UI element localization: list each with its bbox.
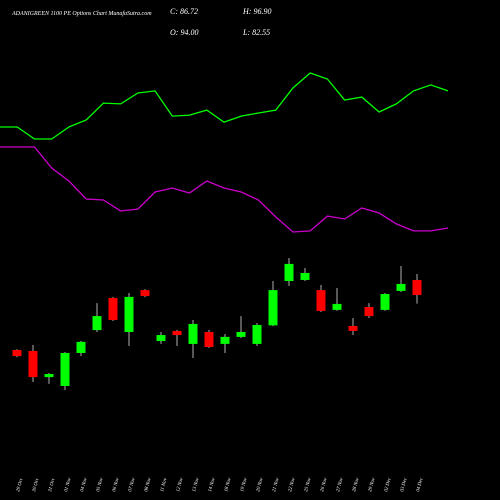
candle-body	[412, 280, 422, 296]
candle-body	[172, 330, 182, 336]
candle-body	[236, 331, 246, 337]
candle-body	[348, 325, 358, 331]
candle-body	[220, 336, 230, 344]
candle-body	[252, 324, 262, 344]
low-label: L: 82.55	[242, 28, 270, 37]
candle-body	[124, 296, 134, 332]
candle-body	[44, 374, 54, 378]
x-tick-label: 27 Nov	[336, 477, 345, 493]
x-tick-label: 25 Nov	[304, 477, 313, 493]
candle-body	[108, 297, 118, 320]
candle-body	[60, 352, 70, 386]
x-tick-label: 01 Nov	[64, 477, 73, 493]
x-tick-label: 07 Nov	[128, 477, 137, 493]
x-tick-label: 18 Nov	[224, 477, 233, 493]
candle-body	[300, 272, 310, 280]
x-tick-label: 31 Oct	[48, 478, 56, 493]
x-tick-label: 20 Nov	[256, 477, 265, 493]
x-tick-label: 14 Nov	[208, 477, 217, 493]
candle-body	[204, 331, 214, 348]
x-tick-label: 28 Nov	[352, 477, 361, 493]
x-tick-label: 29 Oct	[16, 478, 24, 493]
candle-body	[12, 350, 22, 357]
x-tick-label: 04 Dec	[416, 477, 425, 493]
x-tick-label: 13 Nov	[192, 477, 201, 493]
open-label: O: 94.00	[170, 28, 198, 37]
candle-body	[364, 307, 374, 317]
candle-body	[316, 290, 326, 311]
x-tick-label: 26 Nov	[320, 477, 329, 493]
x-tick-label: 06 Nov	[112, 477, 121, 493]
x-tick-label: 29 Nov	[368, 477, 377, 493]
x-tick-label: 04 Nov	[80, 477, 89, 493]
candle-body	[76, 341, 86, 353]
candle-body	[140, 290, 150, 297]
indicator-line	[0, 146, 449, 233]
x-tick-label: 22 Nov	[288, 477, 297, 493]
x-tick-label: 19 Nov	[240, 477, 249, 493]
high-label: H: 96.90	[242, 7, 271, 16]
x-tick-label: 05 Nov	[96, 477, 105, 493]
x-tick-label: 12 Nov	[176, 477, 185, 493]
candle-body	[380, 294, 390, 310]
candle-body	[156, 335, 166, 342]
close-label: C: 86.72	[170, 7, 198, 16]
candle-body	[332, 303, 342, 310]
x-tick-label: 11 Nov	[160, 477, 169, 493]
candle-body	[396, 283, 406, 291]
indicator-line	[0, 72, 449, 140]
x-tick-label: 30 Oct	[32, 478, 40, 493]
candle-body	[28, 350, 38, 378]
x-tick-label: 02 Dec	[384, 477, 393, 493]
candle-body	[284, 263, 294, 282]
candle-body	[92, 316, 102, 331]
x-tick-label: 08 Nov	[144, 477, 153, 493]
chart-title: ADANIGREEN 1100 PE Options Chart MunafaS…	[11, 10, 152, 17]
candle-body	[268, 290, 278, 326]
x-tick-label: 03 Dec	[400, 477, 409, 493]
x-tick-label: 21 Nov	[272, 477, 281, 493]
candle-body	[188, 323, 198, 344]
